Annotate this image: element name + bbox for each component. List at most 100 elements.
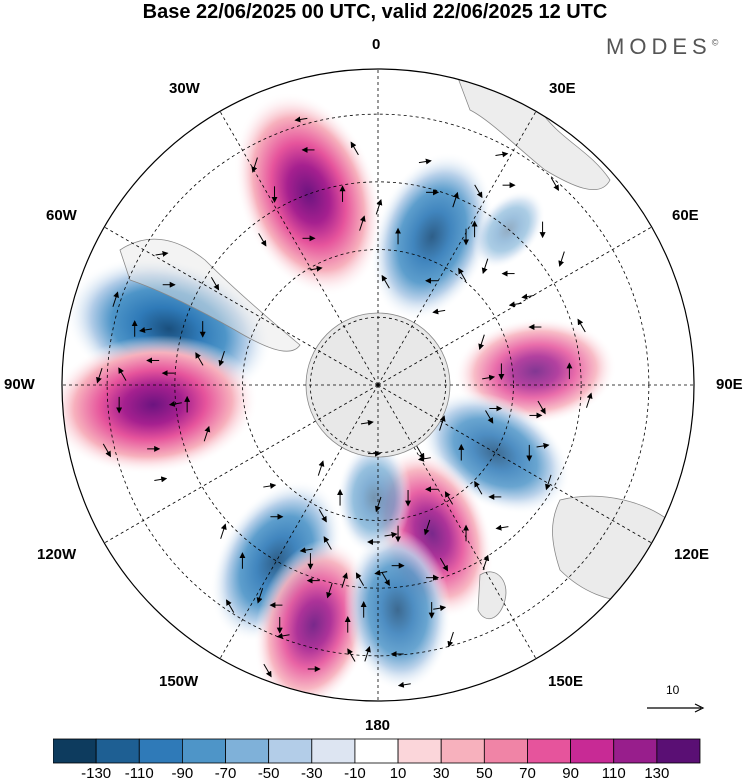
colorbar-tick-label: -70	[214, 765, 237, 782]
colorbar-swatch	[440, 738, 485, 764]
wind-arrow	[444, 491, 454, 505]
colorbar-tick-label: 50	[475, 765, 493, 782]
wind-arrow	[258, 233, 267, 247]
lon-label-120e: 120E	[674, 546, 710, 563]
map-title: Base 22/06/2025 00 UTC, valid 22/06/2025…	[142, 1, 608, 23]
wind-arrow	[381, 572, 390, 587]
colorbar-tick-label: 90	[562, 765, 579, 782]
wind-arrow	[168, 400, 182, 407]
anomaly-blob	[234, 92, 383, 297]
wind-arrow	[439, 557, 449, 572]
wind-arrow	[317, 460, 325, 476]
wind-arrow	[495, 151, 509, 158]
meridian-line	[219, 384, 379, 659]
wind-arrow	[210, 276, 220, 291]
colorbar-tick-label: -30	[300, 765, 323, 782]
colorbar-tick-label: 10	[389, 765, 407, 782]
wind-arrow	[537, 400, 546, 415]
lon-label-150e: 150E	[548, 673, 584, 690]
wind-arrow	[586, 392, 593, 408]
colorbar-swatch	[570, 738, 615, 764]
wind-arrow	[416, 445, 425, 460]
wind-arrow	[558, 251, 565, 267]
colorbar-swatch	[138, 738, 183, 764]
colorbar-swatch	[181, 738, 226, 764]
meridian-line	[219, 111, 379, 386]
colorbar-swatch	[483, 738, 528, 764]
reference-vector-label: 10	[666, 683, 680, 697]
meridian-line	[104, 384, 379, 544]
wind-arrow	[118, 367, 127, 381]
wind-arrow	[577, 318, 586, 333]
colorbar-swatch	[613, 738, 658, 764]
wind-arrow	[323, 536, 332, 550]
wind-arrow	[326, 582, 333, 599]
wind-arrow	[384, 531, 398, 538]
wind-arrow	[294, 116, 308, 123]
wind-arrow	[263, 663, 272, 678]
anomaly-field	[62, 92, 617, 701]
latitude-circle	[174, 181, 582, 589]
meridian-line	[377, 384, 537, 659]
wind-arrow	[350, 141, 359, 156]
wind-arrow	[374, 496, 382, 513]
colorbar-swatch	[354, 738, 399, 764]
wind-arrow	[276, 632, 290, 639]
colorbar-tick-label: -90	[171, 765, 194, 782]
colorbar-tick-label: 130	[644, 765, 670, 782]
colorbar-swatch	[527, 738, 572, 764]
lon-label-30w: 30W	[169, 80, 200, 97]
wind-arrow	[550, 177, 559, 192]
anomaly-blob	[336, 440, 412, 555]
wind-vectors	[96, 116, 593, 701]
colorbar-tick-label: -50	[257, 765, 280, 782]
lon-label-150w: 150W	[159, 673, 199, 690]
wind-arrow	[458, 267, 467, 282]
colorbar-swatch	[53, 738, 97, 764]
wind-arrow	[226, 599, 235, 613]
wind-arrow	[374, 569, 388, 576]
colorbar-tick-label: -10	[344, 765, 366, 782]
wind-arrow	[139, 327, 153, 333]
colorbar-tick-label: 30	[432, 765, 450, 782]
wind-arrow	[218, 350, 225, 367]
lon-label-90w: 90W	[4, 376, 35, 393]
lon-label-0: 0	[372, 36, 381, 53]
wind-arrow	[220, 523, 227, 539]
wind-arrow	[309, 265, 323, 272]
wind-arrow	[423, 519, 431, 536]
colorbar-tick-label: 70	[519, 765, 536, 782]
wind-arrow	[314, 696, 328, 701]
meridian-line	[377, 111, 537, 386]
wind-arrow	[318, 508, 327, 523]
wind-arrow	[418, 158, 432, 165]
wind-arrow	[397, 681, 411, 688]
anomaly-blob	[370, 152, 494, 322]
wind-arrow	[375, 199, 383, 215]
wind-arrow	[359, 215, 366, 231]
wind-arrow	[521, 293, 535, 300]
polar-map	[61, 68, 695, 702]
wind-arrow	[96, 367, 103, 384]
wind-arrow	[433, 605, 447, 612]
wind-arrow	[482, 374, 496, 381]
brand-mark: ©	[711, 37, 719, 48]
map-border	[61, 68, 695, 702]
colorbar-swatch	[656, 738, 701, 764]
wind-arrow	[364, 646, 371, 662]
wind-arrow	[154, 476, 168, 483]
wind-arrow	[481, 258, 489, 275]
wind-arrow	[482, 554, 490, 571]
colorbar-swatch	[268, 738, 313, 764]
lon-label-180: 180	[365, 717, 391, 734]
lon-label-90e: 90E	[716, 376, 743, 393]
lon-label-60w: 60W	[46, 207, 77, 224]
wind-arrow	[381, 274, 390, 289]
colorbar-tick-label: 110	[601, 765, 626, 782]
wind-arrow	[360, 419, 374, 426]
wind-arrow	[341, 572, 348, 588]
wind-arrow	[545, 474, 552, 491]
map-disc	[62, 69, 694, 701]
wind-arrow	[439, 415, 446, 431]
colorbar-swatch	[225, 738, 270, 764]
